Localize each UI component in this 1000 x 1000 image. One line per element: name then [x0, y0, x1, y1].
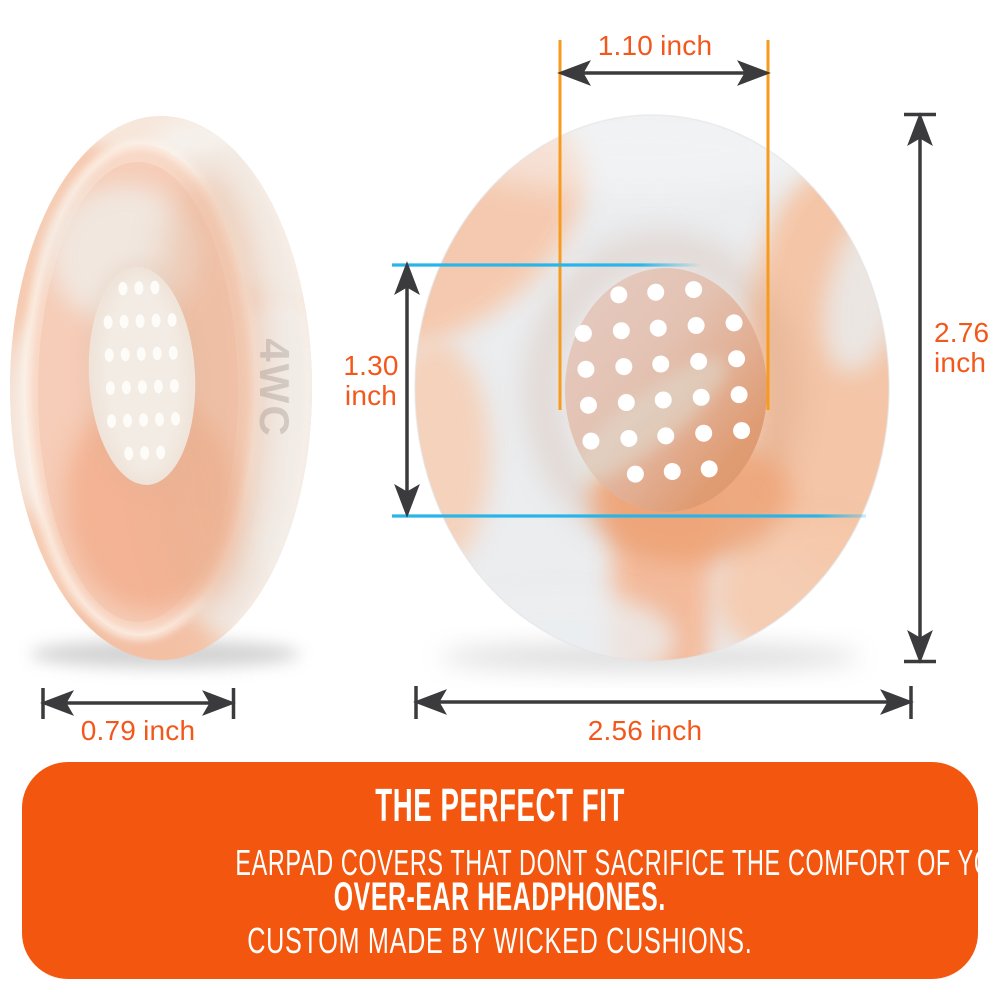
dim-unit: inch: [934, 347, 987, 378]
banner-footer-line: CUSTOM MADE BY WICKED CUSHIONS.: [247, 920, 753, 961]
brand-logo-embossed: 4WC: [251, 338, 298, 437]
dim-arrow-inner-width: [560, 61, 768, 85]
dim-arrow-outer-width: [414, 686, 913, 719]
side-view-perforations: [103, 280, 181, 461]
dim-arrow-inner-height: [395, 264, 419, 515]
guide-lines: [392, 40, 866, 518]
banner-title: THE PERFECT FIT: [375, 779, 625, 831]
dim-value: 1.30: [343, 350, 399, 381]
dim-unit: inch: [660, 30, 713, 61]
dim-unit: inch: [650, 715, 703, 746]
dim-value: 1.10: [597, 30, 654, 61]
dim-label-outer-height: 2.76 inch: [934, 318, 1000, 378]
front-view-perforations: [574, 281, 751, 483]
dim-arrow-side-thickness: [41, 688, 236, 719]
dim-label-inner-width: 1.10 inch: [540, 31, 770, 61]
banner-subtitle-line1: EARPAD COVERS THAT DONT SACRIFICE THE CO…: [235, 842, 1000, 883]
dim-value: 2.76: [934, 317, 990, 348]
dim-value: 2.56: [587, 715, 644, 746]
marketing-banner: THE PERFECT FIT EARPAD COVERS THAT DONT …: [22, 762, 1000, 979]
dim-label-side-thickness: 0.79 inch: [23, 716, 253, 746]
dim-arrow-outer-height: [904, 112, 936, 664]
dim-label-inner-height: 1.30 inch: [316, 351, 426, 411]
side-view-rim-crease: [228, 138, 311, 638]
dim-unit: inch: [143, 715, 196, 746]
dim-label-outer-width: 2.56 inch: [530, 716, 760, 746]
dim-unit: inch: [344, 380, 398, 411]
dimension-arrows: [41, 61, 936, 719]
dim-value: 0.79: [80, 715, 137, 746]
banner-subtitle-line2: OVER-EAR HEADPHONES.: [333, 875, 667, 919]
